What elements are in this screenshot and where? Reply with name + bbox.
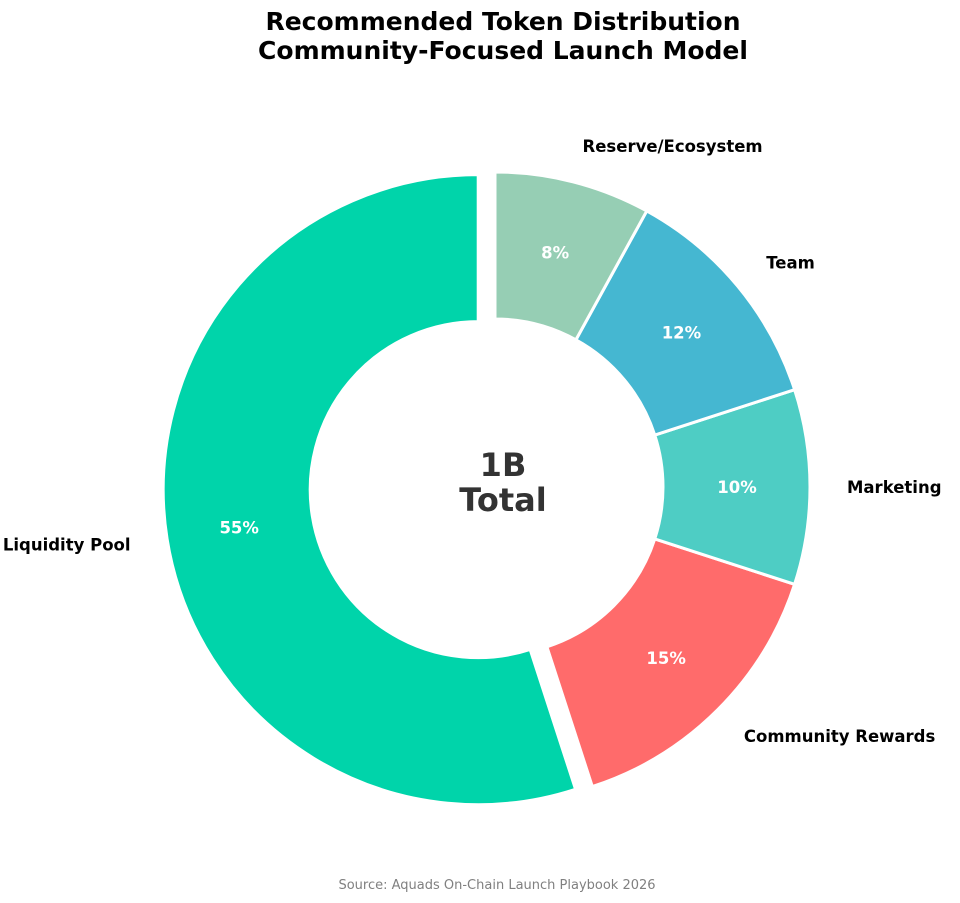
pct-label-community-rewards: 15% xyxy=(646,649,686,668)
slice-community-rewards xyxy=(545,537,797,789)
slice-label-reserve-ecosystem: Reserve/Ecosystem xyxy=(583,137,763,156)
slice-label-team: Team xyxy=(766,254,815,273)
slice-label-liquidity-pool: Liquidity Pool xyxy=(3,536,131,555)
pct-label-team: 12% xyxy=(662,324,702,343)
slice-label-marketing: Marketing xyxy=(847,478,942,497)
slice-team xyxy=(573,208,797,437)
slice-reserve-ecosystem xyxy=(493,170,649,342)
chart-title-line-2: Community-Focused Launch Model xyxy=(258,36,748,65)
center-total-label: Total xyxy=(459,481,546,519)
pct-label-reserve-ecosystem: 8% xyxy=(541,244,569,263)
donut-slices xyxy=(161,170,812,807)
source-note: Source: Aquads On-Chain Launch Playbook … xyxy=(338,878,655,893)
slice-label-community-rewards: Community Rewards xyxy=(744,727,936,746)
slice-labels: 55% Liquidity Pool 15% Community Rewards 10%… xyxy=(3,137,942,746)
pct-label-liquidity-pool: 55% xyxy=(219,519,259,538)
chart-title-line-1: Recommended Token Distribution xyxy=(265,7,740,36)
center-total-value: 1B xyxy=(480,446,527,484)
pct-label-marketing: 10% xyxy=(717,478,757,497)
slice-liquidity-pool xyxy=(161,173,578,807)
